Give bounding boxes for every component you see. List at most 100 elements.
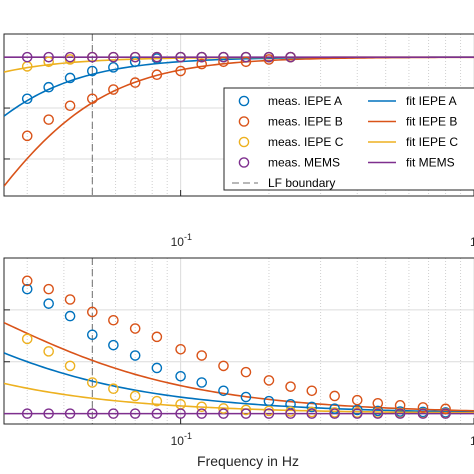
data-point: [64, 100, 76, 112]
data-point: [263, 395, 275, 407]
data-point: [218, 408, 229, 419]
series-line-fit-iepe-b: [4, 321, 474, 412]
data-point: [306, 408, 318, 419]
data-point: [263, 408, 275, 419]
data-point: [151, 408, 163, 419]
data-point: [151, 51, 163, 63]
series-markers-meas-iepe-b: [21, 275, 451, 415]
data-point: [64, 51, 76, 63]
legend-label: fit IEPE C: [406, 135, 458, 149]
data-point: [43, 81, 54, 93]
data-point: [21, 130, 33, 142]
data-point: [129, 390, 141, 402]
x-tick-label: 10-1: [171, 232, 192, 249]
data-point: [108, 51, 119, 63]
data-point: [21, 333, 33, 345]
data-point: [108, 62, 119, 73]
legend-label: fit MEMS: [406, 156, 455, 170]
data-point: [175, 65, 186, 77]
legend-label: meas. MEMS: [268, 156, 340, 170]
plot-area: [4, 275, 474, 419]
data-point: [372, 408, 384, 419]
data-point: [108, 408, 119, 419]
data-point: [240, 391, 252, 403]
data-point: [196, 408, 208, 419]
legend: meas. IEPE A fit IEPE A meas. IEPE B fit IE…: [223, 87, 474, 191]
data-point: [351, 394, 363, 406]
data-point: [129, 323, 141, 334]
bottom-panel: 10-1 1 Frequency in Hz: [3, 257, 474, 469]
data-point: [417, 402, 429, 413]
data-point: [21, 408, 33, 419]
data-point: [87, 51, 98, 63]
data-point: [151, 362, 163, 374]
legend-label: meas. IEPE A: [268, 94, 342, 108]
x-tick-label-edge: 1: [470, 434, 474, 448]
series-markers-meas-iepe-a: [21, 283, 451, 418]
data-point: [218, 360, 229, 372]
data-point: [285, 408, 296, 419]
data-point: [129, 56, 141, 68]
data-point: [21, 283, 33, 295]
data-point: [151, 69, 163, 81]
data-point: [21, 93, 33, 105]
legend-item: LF boundary: [232, 176, 335, 190]
data-point: [151, 395, 163, 407]
data-point: [306, 385, 318, 397]
data-point: [175, 408, 186, 419]
x-axis-title: Frequency in Hz: [197, 453, 299, 469]
data-point: [196, 401, 208, 413]
data-point: [417, 408, 429, 419]
legend-marker: [238, 136, 250, 148]
data-point: [329, 390, 340, 402]
legend-marker: [238, 95, 250, 107]
data-point: [108, 383, 119, 395]
data-point: [108, 339, 119, 351]
legend-item: meas. MEMS: [238, 156, 340, 170]
data-point: [43, 298, 54, 309]
legend-label: fit IEPE A: [406, 94, 457, 108]
data-point: [87, 408, 98, 419]
data-point: [394, 400, 406, 411]
data-point: [64, 294, 76, 305]
data-point: [175, 343, 186, 355]
data-point: [351, 408, 363, 419]
data-point: [285, 51, 296, 63]
data-point: [64, 408, 76, 419]
data-point: [196, 377, 208, 388]
data-point: [43, 56, 54, 68]
data-point: [43, 346, 54, 357]
legend-item: fit MEMS: [368, 156, 455, 170]
data-point: [87, 93, 98, 105]
top-panel: 10-1 1 meas. IEPE A fit IEPE A meas. IEPE B f…: [3, 33, 474, 249]
data-point: [43, 408, 54, 419]
data-point: [87, 306, 98, 318]
data-point: [218, 403, 229, 414]
data-point: [43, 51, 54, 63]
data-point: [440, 403, 451, 415]
legend-marker: [238, 157, 250, 168]
data-point: [240, 56, 252, 68]
data-point: [43, 114, 54, 125]
data-point: [440, 408, 451, 419]
legend-item: fit IEPE C: [368, 135, 458, 149]
axes-box: [3, 33, 474, 197]
data-point: [129, 77, 141, 88]
series-markers-meas-mems: [21, 51, 296, 63]
data-point: [329, 408, 340, 419]
data-point: [129, 350, 141, 361]
legend-label: fit IEPE B: [406, 115, 457, 129]
legend-item: meas. IEPE C: [238, 135, 344, 149]
data-point: [87, 65, 98, 77]
data-point: [43, 283, 54, 295]
data-point: [240, 366, 252, 378]
data-point: [108, 314, 119, 326]
data-point: [64, 360, 76, 372]
x-tick-label-edge: 1: [470, 235, 474, 249]
data-point: [87, 329, 98, 341]
data-point: [175, 51, 186, 63]
legend-marker: [238, 116, 250, 127]
data-point: [218, 51, 229, 63]
data-point: [108, 84, 119, 95]
